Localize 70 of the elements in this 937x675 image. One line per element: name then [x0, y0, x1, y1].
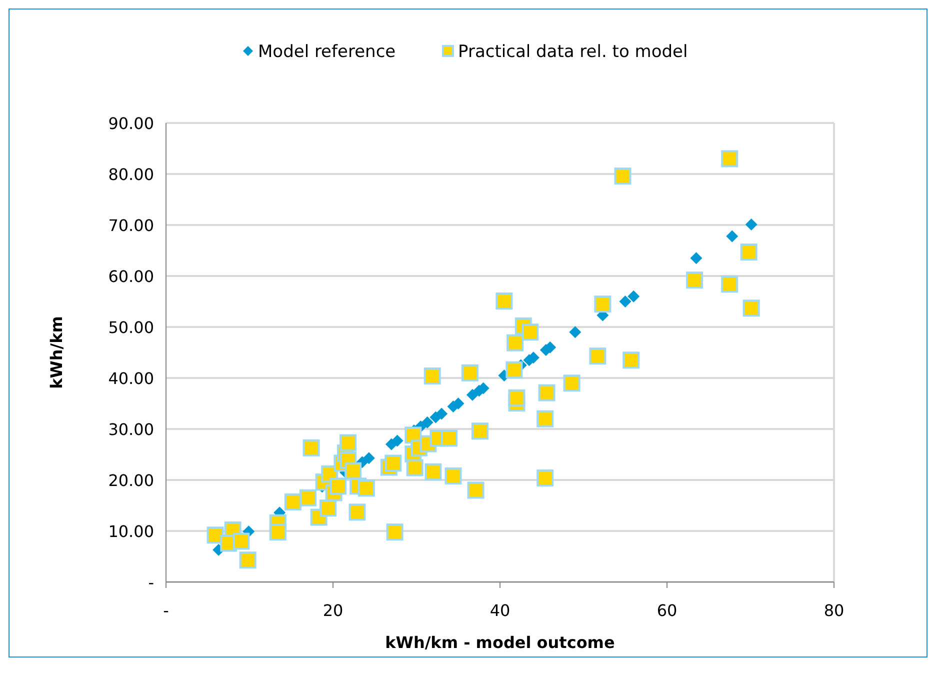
point — [589, 348, 606, 365]
point — [436, 408, 448, 420]
point — [424, 463, 442, 480]
point — [386, 524, 404, 541]
point — [340, 434, 357, 452]
point — [384, 454, 402, 472]
point — [628, 290, 640, 302]
point — [594, 296, 612, 313]
y-tick-label: 10.00 — [108, 522, 154, 541]
point — [538, 384, 556, 402]
point — [444, 467, 462, 484]
y-tick-label: - — [148, 573, 154, 592]
legend-label: Practical data rel. to model — [458, 42, 688, 62]
x-tick-label: - — [163, 601, 169, 620]
point — [496, 292, 513, 310]
x-tick-label: 80 — [824, 601, 844, 620]
point — [461, 364, 478, 382]
point — [686, 272, 704, 289]
point — [358, 480, 375, 497]
point — [721, 276, 738, 293]
y-tick-label: 20.00 — [108, 471, 154, 490]
point — [563, 374, 580, 392]
point — [726, 230, 738, 242]
x-tick-label: 60 — [656, 601, 678, 620]
point — [471, 422, 488, 440]
point — [522, 324, 539, 341]
x-axis-title: kWh/km - model outcome — [385, 633, 615, 652]
point — [284, 493, 302, 510]
y-tick-label: 60.00 — [108, 267, 154, 286]
point — [506, 334, 524, 352]
point — [622, 352, 640, 369]
point — [424, 367, 441, 384]
point — [619, 296, 632, 308]
point — [319, 500, 336, 517]
point — [467, 482, 484, 499]
point — [348, 504, 366, 521]
point — [302, 439, 320, 456]
point — [690, 252, 702, 264]
point — [239, 552, 256, 569]
y-tick-label: 90.00 — [108, 114, 154, 133]
y-axis-title: kWh/km — [47, 316, 66, 389]
point — [269, 524, 286, 541]
point — [614, 168, 632, 185]
y-tick-label: 70.00 — [108, 216, 154, 235]
point — [406, 459, 424, 476]
x-tick-label: 40 — [490, 601, 510, 620]
point — [466, 388, 478, 401]
y-tick-label: 50.00 — [108, 318, 154, 337]
point — [232, 532, 250, 550]
point — [421, 416, 434, 428]
point — [569, 326, 582, 338]
point — [745, 218, 758, 230]
point — [299, 489, 316, 506]
point — [330, 478, 347, 495]
point — [508, 389, 526, 406]
point — [362, 452, 375, 464]
point — [440, 430, 458, 447]
point — [742, 300, 760, 317]
legend-label: Model reference — [258, 42, 396, 62]
y-tick-label: 80.00 — [108, 165, 154, 184]
x-tick-label: 20 — [322, 601, 344, 620]
point — [506, 361, 523, 378]
point — [536, 469, 554, 486]
point — [721, 150, 738, 168]
y-tick-label: 40.00 — [108, 369, 154, 388]
y-tick-label: 30.00 — [108, 420, 154, 439]
point — [344, 462, 362, 480]
point — [391, 434, 404, 447]
point — [536, 410, 554, 428]
point — [740, 244, 758, 261]
